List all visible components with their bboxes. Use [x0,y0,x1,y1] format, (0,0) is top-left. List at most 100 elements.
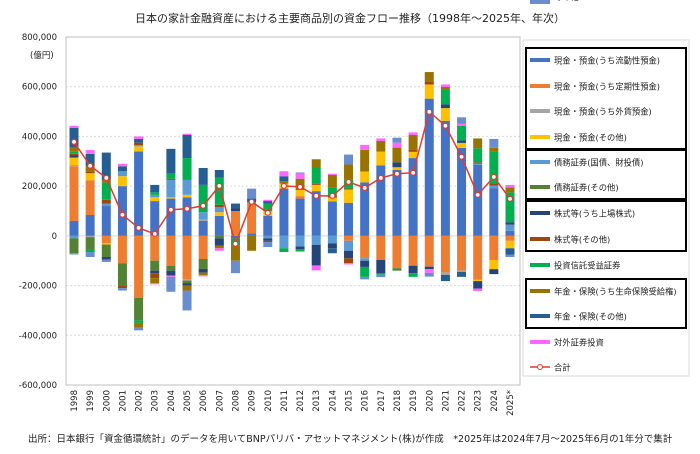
bar-segment [327,173,337,175]
bar-segment [360,144,370,150]
total-point [264,209,271,216]
bar-segment [408,134,418,150]
bar-segment [101,256,111,260]
bar-segment [311,159,321,168]
bar-segment [457,142,467,148]
total-point [232,240,239,247]
bar-segment [247,188,257,199]
total-point [135,224,142,232]
bar-segment [230,245,240,261]
total-point [426,108,433,115]
bar-segment [69,235,79,239]
bar-segment [360,276,370,280]
bar-segment [457,140,467,143]
bar-segment [440,274,450,282]
total-point [103,174,110,182]
bar-segment [117,285,127,289]
bar-segment [505,222,515,225]
bar-segment [440,104,450,109]
bar-segment [198,275,208,277]
bar-segment [214,238,224,246]
bar-segment [489,185,499,189]
bar-segment [408,158,418,236]
x-tick-label: 1999 [86,390,96,412]
bar-segment [230,208,240,211]
bar-segment [489,235,499,260]
legend-label: 現金・預金(その他) [554,133,627,143]
bar-segment [392,235,402,269]
bar-segment [360,260,370,267]
bar-segment [117,288,127,291]
bar-segment [263,240,273,243]
bar-segment [311,183,321,185]
bar-segment [134,145,144,147]
bar-segment [182,279,192,281]
bar-segment [230,235,240,239]
bar-segment [424,72,434,82]
bar-segment [134,138,144,143]
bar-segment [424,235,434,267]
total-point [442,122,449,129]
bar-segment [182,194,192,198]
y-axis-label: (億円) [30,50,54,61]
total-point [248,198,255,205]
bar-segment [150,192,160,195]
bar-segment [117,171,127,177]
bar-segment [457,123,467,126]
bar-segment [85,252,95,257]
bar-segment [263,199,273,202]
bar-segment [392,162,402,168]
total-point [167,206,174,213]
bar-segment [69,155,79,158]
x-tick-label: 2003 [151,390,161,412]
legend-border [522,39,690,377]
x-tick-label: 2023 [474,390,484,412]
total-point [296,183,304,190]
x-tick-label: 2001 [118,390,128,412]
bar-segment [505,192,515,223]
y-tick-label: 0 [52,232,57,242]
x-tick-label: 2012 [296,390,306,412]
bar-segment [198,268,208,273]
legend-label: 債務証券(その他) [554,183,619,193]
bar-segment [279,235,289,249]
bar-segment [134,136,144,139]
bar-segment [69,165,79,167]
legend-label: 投資信託受益証券 [554,261,621,271]
bar-segment [263,201,273,204]
bar-segment [69,166,79,221]
bar-segment [134,320,144,323]
bar-segment [489,147,499,152]
bar-segment [279,171,289,177]
bar-segment [230,211,240,236]
bar-segment [230,260,240,274]
bar-segment [182,197,192,236]
bar-segment [473,163,483,165]
total-point [474,191,481,198]
legend-group-box [525,200,687,252]
bar-segment [230,203,240,209]
bar-segment [473,164,483,236]
legend-group-box [525,149,687,200]
bar-segment [440,84,450,87]
bar-segment [473,138,483,149]
bar-segment [473,288,483,292]
bar-segment [214,248,224,251]
bar-segment [505,248,515,255]
bar-segment [473,235,483,280]
bar-segment [85,249,95,253]
bar-segment [182,134,192,159]
bar-segment [182,283,192,286]
bar-segment [198,184,208,213]
bar-segment [263,242,273,248]
plot-border [65,36,521,386]
bar-segment [505,235,515,241]
legend-swatch [530,237,550,241]
total-point [200,202,207,209]
bar-segment [473,281,483,289]
bar-segment [489,138,499,148]
legend-group-box [525,278,687,329]
bar-segment [150,278,160,284]
bar-segment [166,235,176,266]
